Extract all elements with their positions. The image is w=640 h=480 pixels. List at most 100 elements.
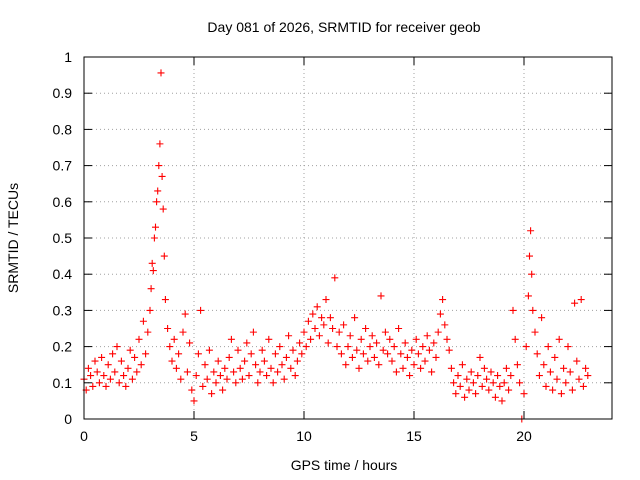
data-point	[98, 353, 106, 361]
data-point	[122, 382, 130, 390]
data-point	[487, 368, 495, 376]
data-point	[483, 375, 491, 383]
data-point	[557, 390, 565, 398]
data-point	[126, 346, 134, 354]
data-point	[390, 343, 398, 351]
data-point	[469, 379, 477, 387]
data-point	[186, 339, 194, 347]
data-point	[221, 364, 229, 372]
x-tick-label: 0	[80, 428, 88, 444]
data-point	[450, 379, 458, 387]
x-tick-label: 15	[406, 428, 422, 444]
data-point	[177, 375, 185, 383]
data-point	[158, 172, 166, 180]
data-point	[520, 390, 528, 398]
data-point	[313, 303, 321, 311]
data-point	[342, 361, 350, 369]
data-point	[366, 343, 374, 351]
y-tick-label: 1	[64, 49, 72, 65]
x-tick-label: 5	[190, 428, 198, 444]
data-point	[131, 353, 139, 361]
data-point	[214, 357, 222, 365]
data-point	[544, 343, 552, 351]
data-point	[91, 357, 99, 365]
data-point	[192, 372, 200, 380]
data-point	[410, 361, 418, 369]
data-point	[139, 317, 147, 325]
y-tick-label: 0.8	[53, 121, 73, 137]
data-point	[443, 335, 451, 343]
data-point	[564, 343, 572, 351]
data-point	[285, 332, 293, 340]
data-point	[445, 346, 453, 354]
data-point	[115, 379, 123, 387]
data-point	[425, 346, 433, 354]
data-point	[289, 346, 297, 354]
data-point	[513, 361, 521, 369]
data-point	[452, 390, 460, 398]
data-point	[155, 162, 163, 170]
y-tick-label: 0.9	[53, 85, 73, 101]
data-point	[311, 325, 319, 332]
data-point	[258, 346, 266, 354]
data-point	[194, 350, 202, 358]
data-point	[276, 343, 284, 351]
data-point	[439, 296, 447, 304]
data-point	[531, 328, 539, 336]
data-point	[406, 372, 414, 380]
data-point	[152, 223, 159, 231]
data-point	[102, 382, 110, 390]
data-point	[271, 350, 279, 358]
data-point	[392, 368, 400, 376]
data-point	[216, 372, 224, 380]
data-point	[256, 368, 264, 376]
data-point	[430, 339, 438, 347]
data-point	[456, 382, 464, 390]
data-point	[89, 382, 97, 390]
data-point	[106, 375, 114, 383]
data-point	[511, 335, 519, 343]
data-point	[232, 379, 240, 387]
data-point	[315, 332, 323, 340]
data-point	[95, 379, 103, 387]
data-point	[375, 361, 383, 369]
data-point	[397, 350, 405, 358]
data-point	[117, 357, 125, 365]
data-point	[502, 364, 510, 372]
y-tick-label: 0.7	[53, 158, 73, 174]
data-points	[80, 69, 592, 423]
data-point	[133, 368, 141, 376]
data-point	[399, 364, 407, 372]
data-point	[489, 379, 497, 387]
data-point	[135, 335, 143, 343]
data-point	[434, 328, 442, 336]
data-point	[386, 335, 394, 343]
data-point	[359, 350, 367, 358]
y-axis-label: SRMTID / TECUs	[5, 183, 21, 293]
data-point	[458, 361, 466, 369]
data-point	[447, 364, 455, 372]
data-point	[584, 372, 592, 380]
data-point	[436, 310, 444, 318]
data-point	[179, 328, 187, 336]
data-point	[419, 343, 427, 351]
data-point	[461, 393, 469, 401]
data-point	[298, 350, 306, 358]
y-tick-label: 0.4	[53, 266, 73, 282]
data-point	[93, 368, 101, 376]
data-point	[149, 267, 157, 275]
data-point	[190, 397, 198, 405]
x-tick-label: 10	[296, 428, 312, 444]
data-point	[249, 328, 257, 336]
data-point	[282, 353, 290, 361]
data-point	[428, 368, 436, 376]
data-point	[227, 335, 235, 343]
x-tick-label: 20	[516, 428, 532, 444]
data-point	[104, 361, 112, 369]
data-point	[252, 361, 260, 369]
data-point	[137, 361, 145, 369]
data-point	[183, 368, 191, 376]
data-point	[234, 346, 242, 354]
data-point	[421, 357, 429, 365]
